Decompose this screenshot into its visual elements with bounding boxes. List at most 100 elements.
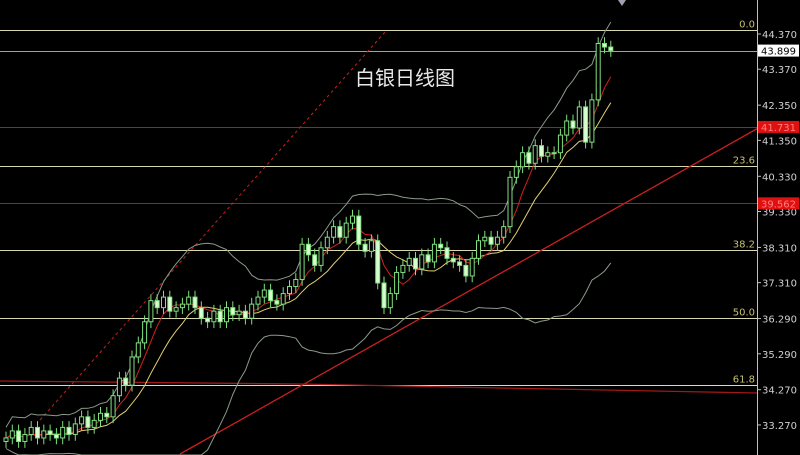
candle-up xyxy=(324,236,330,249)
moving-average-slow xyxy=(5,102,612,439)
candle-up xyxy=(469,257,475,277)
candle-up xyxy=(501,226,507,238)
candle-down xyxy=(337,226,343,238)
candle-down xyxy=(425,254,431,263)
candle-down xyxy=(488,236,494,245)
candle-down xyxy=(356,215,362,245)
candle-up xyxy=(28,426,34,435)
fib-label: 50.0 xyxy=(733,308,755,319)
candle-down xyxy=(217,310,223,323)
candle-down xyxy=(438,243,444,249)
candle-up xyxy=(116,377,122,397)
candle-up xyxy=(236,310,242,316)
price-tick-label: 38.310 xyxy=(762,243,797,254)
fib-label: 23.6 xyxy=(733,156,755,167)
price-tick-label: 40.330 xyxy=(762,172,797,183)
price-tick-label: 39.330 xyxy=(762,208,797,219)
candle-down xyxy=(375,240,381,284)
candle-up xyxy=(532,145,538,164)
candle-down xyxy=(154,300,160,309)
candle-up xyxy=(293,278,299,288)
candle-down xyxy=(608,46,614,52)
candle-up xyxy=(513,166,519,178)
candle-up xyxy=(387,293,393,309)
candle-down xyxy=(444,247,450,259)
candle-down xyxy=(312,254,318,266)
candle-down xyxy=(66,426,72,435)
candle-up xyxy=(91,419,97,428)
price-tick-label: 33.270 xyxy=(762,421,797,432)
candle-up xyxy=(595,43,601,101)
red-level-label: 41.731 xyxy=(761,123,796,134)
candle-down xyxy=(85,416,91,428)
candle-down xyxy=(268,289,274,302)
price-tick-label: 42.350 xyxy=(762,101,797,112)
candle-up xyxy=(148,300,154,323)
candle-down xyxy=(305,243,311,256)
bollinger-upper xyxy=(5,21,612,428)
candle-up xyxy=(224,307,229,323)
scroll-marker-icon xyxy=(618,0,626,6)
candle-down xyxy=(570,120,576,129)
support-trendline xyxy=(179,126,761,455)
candle-down xyxy=(123,377,129,386)
candle-up xyxy=(161,296,166,309)
candle-down xyxy=(167,296,173,312)
candle-up xyxy=(211,310,217,323)
candle-up xyxy=(476,240,481,259)
candle-down xyxy=(583,106,589,143)
red-level-label-box xyxy=(758,197,799,210)
candle-up xyxy=(576,106,582,129)
red-level-label: 39.562 xyxy=(761,199,796,210)
candle-down xyxy=(242,310,248,319)
price-tick-label: 37.310 xyxy=(762,279,797,290)
candle-up xyxy=(186,296,192,305)
long-ma-line xyxy=(0,380,758,394)
candle-down xyxy=(230,307,236,316)
candle-up xyxy=(41,430,47,439)
fib-label: 38.2 xyxy=(733,240,755,251)
price-tick-label: 36.290 xyxy=(762,315,797,326)
candle-up xyxy=(394,271,400,295)
candle-down xyxy=(539,145,544,157)
fib-label: 0.0 xyxy=(739,20,755,31)
candle-up xyxy=(507,176,513,228)
candle-down xyxy=(104,412,110,418)
candle-down xyxy=(526,152,532,164)
chart-title: 白银日线图 xyxy=(355,66,455,90)
current-price-label: 43.899 xyxy=(761,47,796,58)
candle-up xyxy=(72,423,78,435)
candle-up xyxy=(79,416,85,425)
candle-up xyxy=(589,99,595,143)
candle-up xyxy=(249,303,255,319)
candle-down xyxy=(53,433,59,439)
red-level-label-box xyxy=(758,120,799,133)
candle-up xyxy=(482,236,488,242)
candle-up xyxy=(431,243,437,263)
candle-up xyxy=(3,437,9,442)
candle-up xyxy=(564,120,570,136)
candle-down xyxy=(463,264,469,277)
candle-up xyxy=(255,296,261,305)
candle-up xyxy=(545,152,551,157)
candle-up xyxy=(179,303,185,309)
candle-up xyxy=(129,356,135,386)
candle-up xyxy=(261,289,267,298)
candle-down xyxy=(362,243,368,252)
price-tick-label: 35.290 xyxy=(762,350,797,361)
candle-up xyxy=(142,321,148,344)
candle-up xyxy=(60,426,66,439)
candle-up xyxy=(557,134,563,154)
candle-down xyxy=(198,307,204,319)
candle-up xyxy=(98,412,103,421)
candle-up xyxy=(419,254,425,270)
current-price-label-box xyxy=(758,44,799,57)
candle-down xyxy=(450,257,456,263)
candle-up xyxy=(494,236,500,245)
channel-trendline-dotted xyxy=(39,31,386,421)
candle-down xyxy=(47,430,53,435)
candle-down xyxy=(16,430,22,442)
candle-up xyxy=(22,433,28,442)
